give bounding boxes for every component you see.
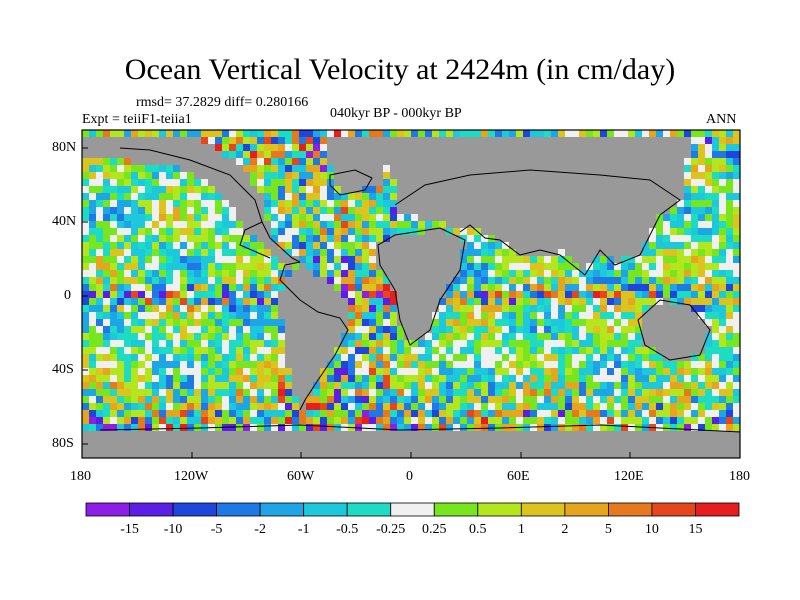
colorbar-swatch bbox=[390, 502, 435, 517]
lat-label-40s: 40S bbox=[52, 362, 74, 377]
coastlines bbox=[99, 147, 741, 433]
colorbar-swatch bbox=[651, 502, 696, 517]
map-title: Ocean Vertical Velocity at 2424m (in cm/… bbox=[124, 53, 676, 86]
colorbar-label: 10 bbox=[645, 522, 659, 537]
period-label: 040kyr BP - 000kyr BP bbox=[330, 106, 462, 121]
colorbar-swatch bbox=[259, 502, 305, 517]
lon-label-180w: 180 bbox=[70, 469, 91, 484]
colorbar-label: 2 bbox=[561, 522, 568, 537]
colorbar-label: -0.25 bbox=[376, 522, 405, 537]
colorbar-label: -0.5 bbox=[336, 522, 358, 537]
colorbar-swatch bbox=[85, 502, 130, 517]
lat-label-80s: 80S bbox=[52, 436, 74, 451]
colorbar-label: -5 bbox=[211, 522, 223, 537]
colorbar-swatch bbox=[216, 502, 261, 517]
lon-label-0: 0 bbox=[406, 469, 413, 484]
lon-label-60w: 60W bbox=[287, 469, 315, 484]
lon-label-60e: 60E bbox=[507, 469, 530, 484]
colorbar-label: -10 bbox=[164, 522, 183, 537]
colorbar-swatch bbox=[303, 502, 348, 517]
colorbar-label: 0.5 bbox=[469, 522, 487, 537]
colorbar-label: -1 bbox=[298, 522, 310, 537]
lon-label-120e: 120E bbox=[614, 469, 644, 484]
colorbar-label: 15 bbox=[688, 522, 702, 537]
colorbar-swatch bbox=[172, 502, 217, 517]
colorbar-swatch bbox=[520, 502, 566, 517]
season-label: ANN bbox=[706, 112, 737, 127]
lon-label-180e: 180 bbox=[729, 469, 750, 484]
colorbar-label: 5 bbox=[605, 522, 612, 537]
colorbar-swatch bbox=[564, 502, 609, 517]
lat-label-0: 0 bbox=[64, 288, 71, 303]
colorbar-swatch bbox=[608, 502, 653, 517]
colorbar-swatch bbox=[477, 502, 522, 517]
lat-label-80n: 80N bbox=[52, 140, 77, 155]
colorbar-swatch bbox=[695, 502, 740, 517]
experiment-label: Expt = teiiF1-teiia1 bbox=[82, 112, 192, 127]
colorbar-label: -2 bbox=[254, 522, 266, 537]
colorbar-label: 0.25 bbox=[422, 522, 447, 537]
lat-label-40n: 40N bbox=[52, 214, 77, 229]
colorbar-swatch bbox=[129, 502, 174, 517]
stats-label: rmsd= 37.2829 diff= 0.280166 bbox=[136, 95, 309, 110]
colorbar-swatch bbox=[346, 502, 392, 517]
colorbar-label: -15 bbox=[120, 522, 139, 537]
lon-label-120w: 120W bbox=[174, 469, 209, 484]
colorbar-swatch bbox=[433, 502, 479, 517]
colorbar-label: 1 bbox=[518, 522, 525, 537]
